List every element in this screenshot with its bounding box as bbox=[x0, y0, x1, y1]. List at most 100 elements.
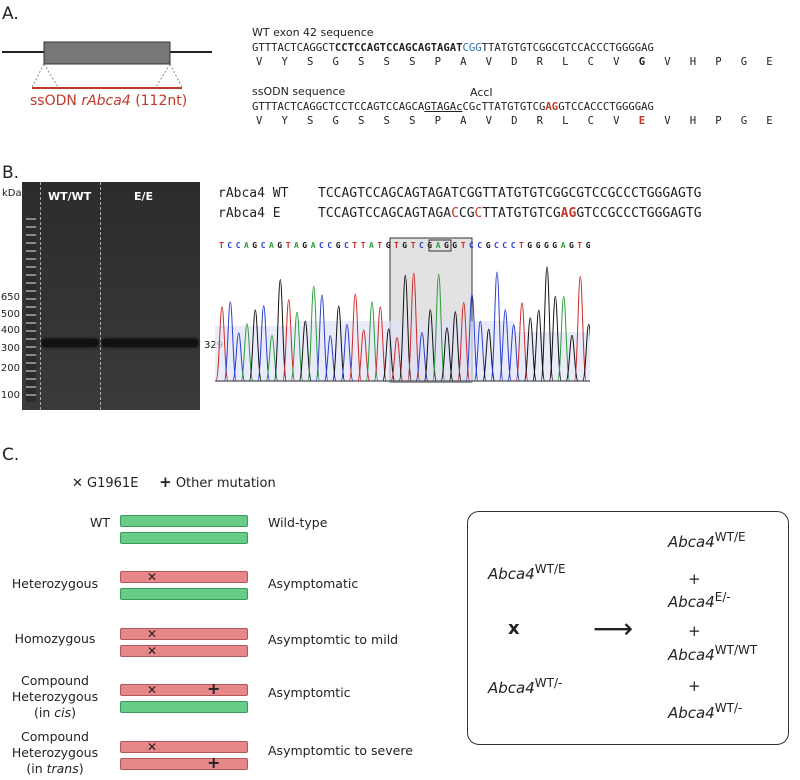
trace-peak bbox=[273, 278, 287, 382]
acci-site-label: AccI bbox=[470, 86, 493, 99]
legend: ✕ G1961E + Other mutation bbox=[72, 473, 276, 491]
band-e bbox=[102, 339, 198, 347]
trace-base-letter: A bbox=[311, 241, 316, 250]
chromosome bbox=[120, 532, 248, 544]
chromosome bbox=[120, 758, 248, 770]
trace-base-letter: T bbox=[577, 241, 582, 250]
trace-base-letter: G bbox=[527, 241, 532, 250]
offspring-genotype: Abca4WT/- bbox=[668, 701, 743, 722]
plus-sign: + bbox=[688, 677, 701, 695]
x-mark-icon: ✕ bbox=[147, 644, 158, 658]
trace-base-letter: T bbox=[286, 241, 291, 250]
trace-base-letter: G bbox=[302, 241, 307, 250]
trace-peak bbox=[582, 323, 590, 382]
x-mark-icon: ✕ bbox=[72, 476, 83, 491]
offspring-genotype: Abca4WT/WT bbox=[668, 643, 758, 664]
chromosome bbox=[120, 628, 248, 640]
trace-base-letter: A bbox=[244, 241, 249, 250]
trace-peak bbox=[557, 295, 571, 382]
ladder-100: 100 bbox=[0, 390, 20, 401]
ssodn-seq-title: ssODN sequence bbox=[252, 85, 346, 98]
plus-sign: + bbox=[688, 570, 701, 588]
trace-base-letter: G bbox=[252, 241, 257, 250]
trace-peak bbox=[348, 293, 362, 382]
chromosome bbox=[120, 701, 248, 713]
kda-label: kDa bbox=[2, 188, 22, 199]
trace-base-letter: A bbox=[369, 241, 374, 250]
offspring-genotype: Abca4E/- bbox=[668, 590, 731, 611]
trace-base-letter: G bbox=[552, 241, 557, 250]
row-label-hom: Homozygous bbox=[14, 631, 96, 646]
trace-peak bbox=[498, 309, 512, 382]
chromosome bbox=[120, 588, 248, 600]
trace-base-letter: A bbox=[294, 241, 299, 250]
trace-base-letter: G bbox=[452, 241, 457, 250]
trace-base-letter: G bbox=[486, 241, 491, 250]
ladder-200: 200 bbox=[0, 363, 20, 374]
trace-peak bbox=[473, 320, 487, 382]
trace-peak bbox=[257, 305, 271, 382]
wt-name: rAbca4 WT bbox=[218, 186, 289, 201]
parent1-genotype: Abca4WT/E bbox=[488, 562, 566, 583]
band-wt bbox=[42, 339, 98, 347]
lane-label-e: E/E bbox=[134, 190, 154, 203]
trace-peak bbox=[540, 266, 554, 382]
trace-peak bbox=[432, 273, 446, 382]
row-desc-het: Asymptomatic bbox=[268, 576, 359, 591]
trace-base-letter: T bbox=[377, 241, 382, 250]
wt-dna-sequence: GTTTACTCAGGCTCCTCCAGTCCAGCAGTAGATCGGTTAT… bbox=[252, 42, 654, 54]
trace-peak bbox=[398, 274, 412, 382]
x-mark-icon: ✕ bbox=[147, 627, 158, 641]
band-size-label: 329 bbox=[204, 340, 224, 351]
e-seq: TCCAGTCCAGCAGTAGACCGCTTATGTGTCGAGGTCCGCC… bbox=[318, 206, 702, 221]
cross-box bbox=[467, 511, 789, 745]
x-mark-icon: ✕ bbox=[147, 570, 158, 584]
trace-base-letter: G bbox=[386, 241, 391, 250]
exon-diagram bbox=[2, 41, 212, 89]
trace-peak bbox=[373, 306, 387, 382]
trace-peak bbox=[290, 311, 304, 382]
parent2-genotype: Abca4WT/- bbox=[488, 676, 563, 697]
trace-base-letter: C bbox=[236, 241, 241, 250]
row-desc-trans: Asymptomtic to severe bbox=[268, 743, 413, 758]
chromosome bbox=[120, 684, 248, 696]
trace-peak bbox=[215, 306, 229, 382]
trace-peak bbox=[223, 301, 237, 382]
plus-icon: + bbox=[207, 753, 221, 772]
trace-base-letter: T bbox=[219, 241, 224, 250]
trace-base-letter: C bbox=[494, 241, 499, 250]
trace-peak bbox=[457, 301, 471, 382]
trace-base-letter: G bbox=[402, 241, 407, 250]
ladder-lane bbox=[26, 212, 36, 402]
x-mark-icon: ✕ bbox=[147, 740, 158, 754]
trace-base-letter: A bbox=[269, 241, 274, 250]
trace-peak bbox=[548, 295, 562, 382]
trace-peak bbox=[573, 275, 587, 382]
trace-peak bbox=[248, 309, 262, 382]
plus-icon: + bbox=[207, 679, 221, 698]
trace-peak bbox=[490, 271, 504, 382]
row-desc-wt: Wild-type bbox=[268, 515, 328, 530]
trace-base-letter: T bbox=[352, 241, 357, 250]
trace-base-letter: C bbox=[511, 241, 516, 250]
trace-base-letter: G bbox=[544, 241, 549, 250]
chromosome bbox=[120, 645, 248, 657]
trace-base-letter: G bbox=[277, 241, 282, 250]
trace-peak bbox=[282, 299, 296, 382]
trace-peak bbox=[407, 272, 421, 382]
trace-base-letter: T bbox=[411, 241, 416, 250]
trace-peak bbox=[465, 293, 479, 382]
trace-peak bbox=[365, 301, 379, 382]
trace-base-letter: G bbox=[444, 241, 449, 250]
trace-peak bbox=[307, 285, 321, 382]
x-mark-icon: ✕ bbox=[147, 683, 158, 697]
arrow-icon: ⟶ bbox=[593, 612, 634, 645]
trace-base-letter: G bbox=[536, 241, 541, 250]
trace-base-letter: T bbox=[394, 241, 399, 250]
trace-base-letter: G bbox=[427, 241, 432, 250]
chromosome bbox=[120, 515, 248, 527]
ssodn-label: ssODN rAbca4 (112nt) bbox=[30, 93, 188, 109]
row-label-cis: Compound Heterozygous (in cis) bbox=[11, 673, 99, 720]
trace-peak bbox=[382, 328, 396, 382]
lane-label-wt: WT/WT bbox=[48, 190, 92, 203]
